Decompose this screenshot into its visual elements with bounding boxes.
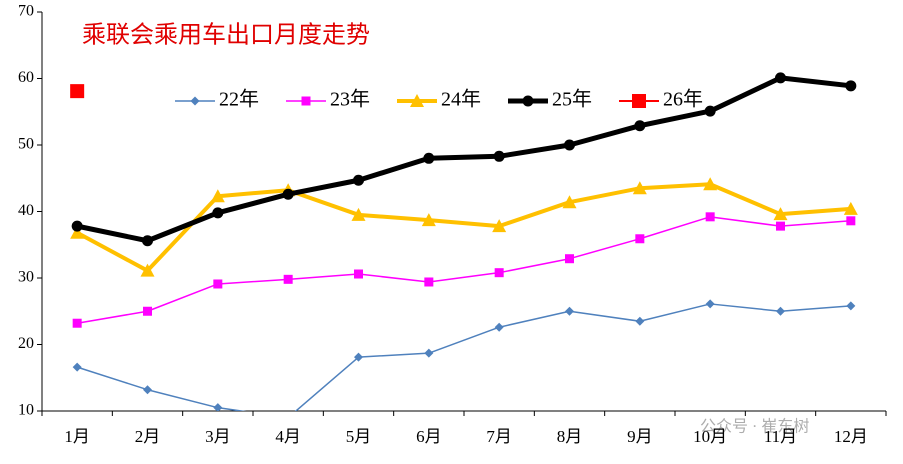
data-point (213, 403, 223, 411)
data-point (354, 352, 363, 362)
data-point (70, 84, 85, 99)
data-point (143, 385, 152, 395)
series-line (77, 216, 851, 324)
x-tick-label: 8月 (557, 427, 583, 446)
data-point (705, 212, 715, 222)
legend-marker (190, 96, 200, 106)
chart-title: 乘联会乘用车出口月度走势 (82, 22, 370, 49)
data-point (493, 150, 505, 162)
x-tick-label: 1月 (64, 427, 90, 446)
data-point (423, 152, 435, 164)
data-point (142, 235, 153, 247)
data-point (494, 322, 504, 332)
x-tick-label: 10月 (693, 427, 727, 446)
x-tick-label: 11月 (764, 427, 797, 446)
data-point (72, 362, 82, 372)
data-point (282, 188, 294, 200)
x-tick-label: 2月 (135, 427, 161, 446)
data-point (284, 413, 293, 422)
y-tick-label: 70 (18, 3, 34, 20)
data-point (632, 181, 647, 195)
data-point (492, 219, 507, 233)
data-point (353, 174, 364, 186)
x-tick-label: 6月 (416, 427, 442, 446)
data-point (635, 316, 645, 326)
data-point (70, 225, 85, 239)
y-tick-label: 60 (18, 69, 34, 86)
data-point (843, 201, 858, 215)
legend-label: 25年 (552, 88, 592, 111)
data-point (703, 177, 718, 191)
x-tick-label: 3月 (205, 427, 231, 446)
y-tick-label: 40 (18, 202, 34, 219)
y-tick-label: 10 (18, 402, 34, 419)
series-line (76, 303, 851, 411)
data-point (143, 306, 152, 316)
data-point (565, 254, 574, 264)
data-point (635, 234, 645, 244)
x-tick-label: 4月 (275, 427, 301, 446)
y-tick-label: 50 (18, 136, 34, 153)
legend-label: 22年 (219, 88, 259, 111)
data-point (354, 269, 363, 279)
plot-area (70, 72, 858, 422)
data-point (564, 139, 575, 151)
data-point (846, 301, 856, 311)
watermark: 公众号 · 崔东树 (700, 418, 809, 436)
data-point (704, 105, 716, 117)
data-point (210, 189, 225, 203)
data-point (562, 195, 577, 209)
data-point (565, 306, 574, 316)
data-point (776, 306, 785, 316)
x-tick-label: 7月 (486, 427, 512, 446)
series-line (76, 182, 851, 273)
data-point (634, 120, 646, 132)
data-point (775, 72, 786, 84)
legend-marker (522, 95, 534, 107)
data-point (773, 207, 788, 221)
legend-marker (632, 94, 646, 108)
data-point (494, 268, 504, 278)
data-point (705, 299, 715, 309)
data-point (71, 220, 83, 232)
x-tick-label: 5月 (346, 427, 372, 446)
data-point (72, 318, 82, 328)
data-point (212, 207, 224, 219)
x-tick-label: 12月 (834, 427, 868, 446)
series-line (76, 75, 852, 244)
data-point (283, 274, 293, 284)
y-tick-label: 20 (18, 335, 34, 352)
legend-label: 23年 (330, 88, 370, 111)
legend-label: 26年 (663, 88, 703, 111)
legend-marker (410, 94, 424, 107)
data-point (776, 221, 785, 231)
legend-label: 24年 (441, 88, 481, 111)
data-point (846, 216, 856, 226)
legend-marker (301, 96, 311, 106)
data-point (424, 277, 434, 287)
data-point (213, 279, 223, 289)
x-tick-label: 9月 (627, 427, 653, 446)
data-point (351, 207, 366, 221)
data-point (421, 213, 436, 227)
data-point (845, 80, 857, 92)
data-point (140, 263, 155, 277)
data-point (424, 348, 434, 358)
y-tick-label: 30 (18, 269, 34, 286)
